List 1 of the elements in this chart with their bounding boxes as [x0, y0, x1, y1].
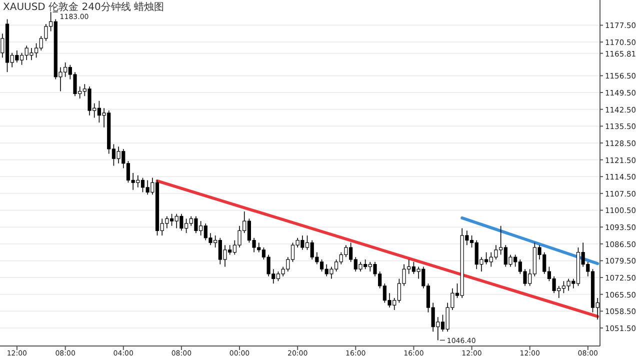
chart-title: XAUUSD 伦敦金 240分钟线 蜡烛图: [3, 1, 164, 13]
